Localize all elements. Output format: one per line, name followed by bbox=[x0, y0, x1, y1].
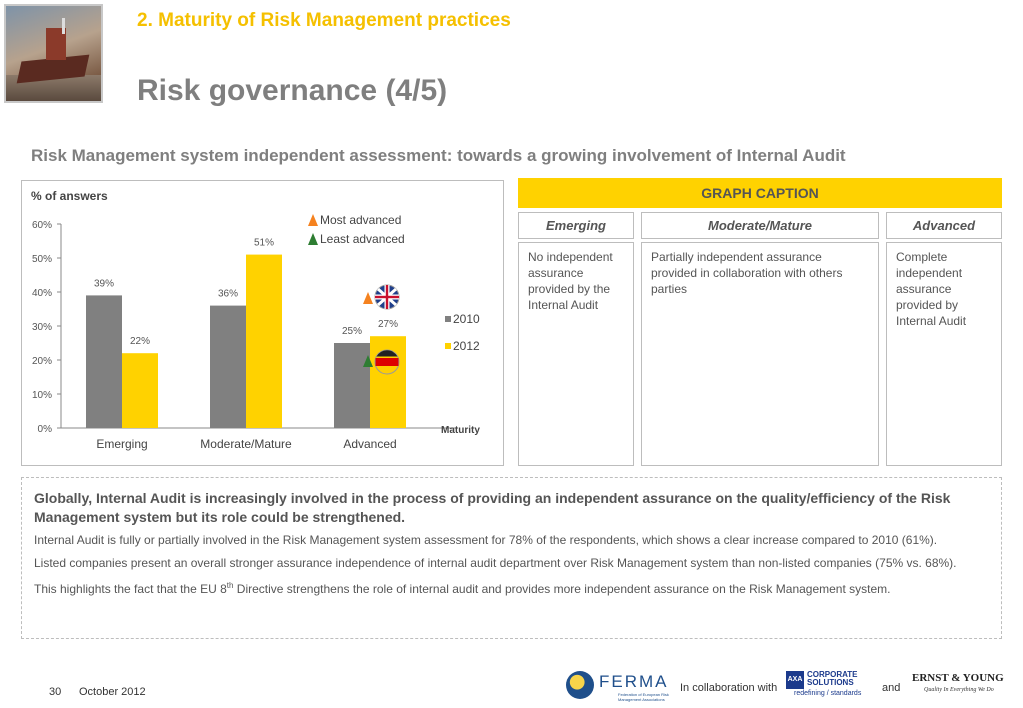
ferma-wordmark: FERMA bbox=[599, 672, 669, 691]
chart-legend-label: 2010 bbox=[453, 312, 480, 326]
page-number: 30 bbox=[49, 686, 62, 698]
collaboration-text: In collaboration with bbox=[680, 682, 778, 694]
footer-date: October 2012 bbox=[79, 686, 146, 698]
chart-y-tick-label: 50% bbox=[32, 254, 52, 265]
summary-p3-end: Directive strengthens the role of intern… bbox=[233, 582, 891, 596]
chart-data-label: 25% bbox=[342, 326, 362, 337]
chart-x-axis-title: Maturity bbox=[441, 425, 480, 436]
chart-y-axis-title: % of answers bbox=[31, 189, 108, 203]
ferma-globe-icon bbox=[566, 671, 594, 699]
graph-caption-title: GRAPH CAPTION bbox=[518, 178, 1002, 208]
chart-x-tick-label: Advanced bbox=[343, 437, 396, 451]
page-title: Risk governance (4/5) bbox=[137, 74, 448, 107]
chart-bar-2010 bbox=[210, 305, 246, 428]
chart-y-tick-label: 10% bbox=[32, 390, 52, 401]
ferma-logo: FERMA Federation of European Risk Manage… bbox=[566, 669, 670, 703]
summary-paragraph-2: Listed companies present an overall stro… bbox=[34, 556, 957, 570]
ernst-young-logo: ERNST & YOUNG Quality In Everything We D… bbox=[912, 672, 1007, 700]
axa-corporate-solutions-logo: AXA CORPORATE SOLUTIONS redefining / sta… bbox=[786, 670, 872, 701]
ferma-subtitle: Federation of European Risk Management A… bbox=[618, 692, 669, 702]
caption-heading-advanced: Advanced bbox=[886, 212, 1002, 239]
summary-paragraph-1: Internal Audit is fully or partially inv… bbox=[34, 533, 938, 547]
chart-data-label: 27% bbox=[378, 319, 398, 330]
chart-bar-2010 bbox=[86, 295, 122, 428]
caption-text-moderate: Partially independent assurance provided… bbox=[641, 242, 879, 466]
least-advanced-label: Least advanced bbox=[320, 232, 405, 246]
chart-data-label: 36% bbox=[218, 289, 238, 300]
summary-paragraph-3: This highlights the fact that the EU 8th… bbox=[34, 578, 989, 597]
axa-line-2: SOLUTIONS bbox=[807, 678, 854, 687]
most-advanced-marker-icon bbox=[363, 292, 373, 304]
chart-bar-2010 bbox=[334, 343, 370, 428]
cargo-ship-photo bbox=[4, 4, 103, 103]
germany-flag-black-band bbox=[376, 350, 398, 357]
chart-y-tick-label: 40% bbox=[32, 288, 52, 299]
chart-data-label: 51% bbox=[254, 238, 274, 249]
summary-box: Globally, Internal Audit is increasingly… bbox=[21, 477, 1002, 639]
axa-mark-icon: AXA bbox=[786, 671, 804, 689]
axa-line-1: CORPORATE bbox=[807, 670, 858, 679]
summary-p3-start: This highlights the fact that the EU 8 bbox=[34, 582, 227, 596]
germany-flag-red-band bbox=[375, 358, 399, 366]
slide-subtitle: Risk Management system independent asses… bbox=[31, 146, 846, 165]
chart-svg: % of answers 0% 10% 20% 30% 40% 50% 60% Emerging… bbox=[31, 189, 480, 451]
section-title: 2. Maturity of Risk Management practices bbox=[137, 10, 511, 31]
chart-y-tick-label: 30% bbox=[32, 322, 52, 333]
uk-flag-red-v bbox=[385, 285, 389, 309]
least-advanced-triangle-icon bbox=[308, 233, 318, 245]
chart-x-tick-label: Moderate/Mature bbox=[200, 437, 292, 451]
summary-lead: Globally, Internal Audit is increasingly… bbox=[34, 490, 951, 525]
caption-heading-emerging: Emerging bbox=[518, 212, 634, 239]
least-advanced-marker-icon bbox=[363, 355, 373, 367]
most-advanced-triangle-icon bbox=[308, 214, 318, 226]
chart-legend-swatch bbox=[445, 316, 451, 322]
chart-bar-2012 bbox=[246, 254, 282, 428]
chart-x-tick-label: Emerging bbox=[96, 437, 147, 451]
chart-legend-label: 2012 bbox=[453, 339, 480, 353]
chart-y-tick-label: 20% bbox=[32, 356, 52, 367]
caption-heading-moderate: Moderate/Mature bbox=[641, 212, 879, 239]
summary-p3-sup: th bbox=[226, 581, 234, 590]
axa-tagline: redefining / standards bbox=[794, 690, 862, 697]
ey-wordmark: ERNST & YOUNG bbox=[912, 672, 1004, 684]
maturity-bar-chart: % of answers 0% 10% 20% 30% 40% 50% 60% Emerging… bbox=[21, 180, 504, 466]
chart-y-tick-label: 60% bbox=[32, 220, 52, 231]
and-text: and bbox=[882, 682, 901, 694]
chart-data-label: 22% bbox=[130, 336, 150, 347]
chart-legend-swatch bbox=[445, 343, 451, 349]
chart-y-tick-label: 0% bbox=[38, 424, 53, 435]
most-advanced-label: Most advanced bbox=[320, 213, 401, 227]
caption-text-emerging: No independent assurance provided by the… bbox=[518, 242, 634, 466]
chart-bar-2012 bbox=[122, 353, 158, 428]
chart-data-label: 39% bbox=[94, 278, 114, 289]
caption-text-advanced: Complete independent assurance provided … bbox=[886, 242, 1002, 466]
ey-tagline: Quality In Everything We Do bbox=[924, 687, 994, 693]
